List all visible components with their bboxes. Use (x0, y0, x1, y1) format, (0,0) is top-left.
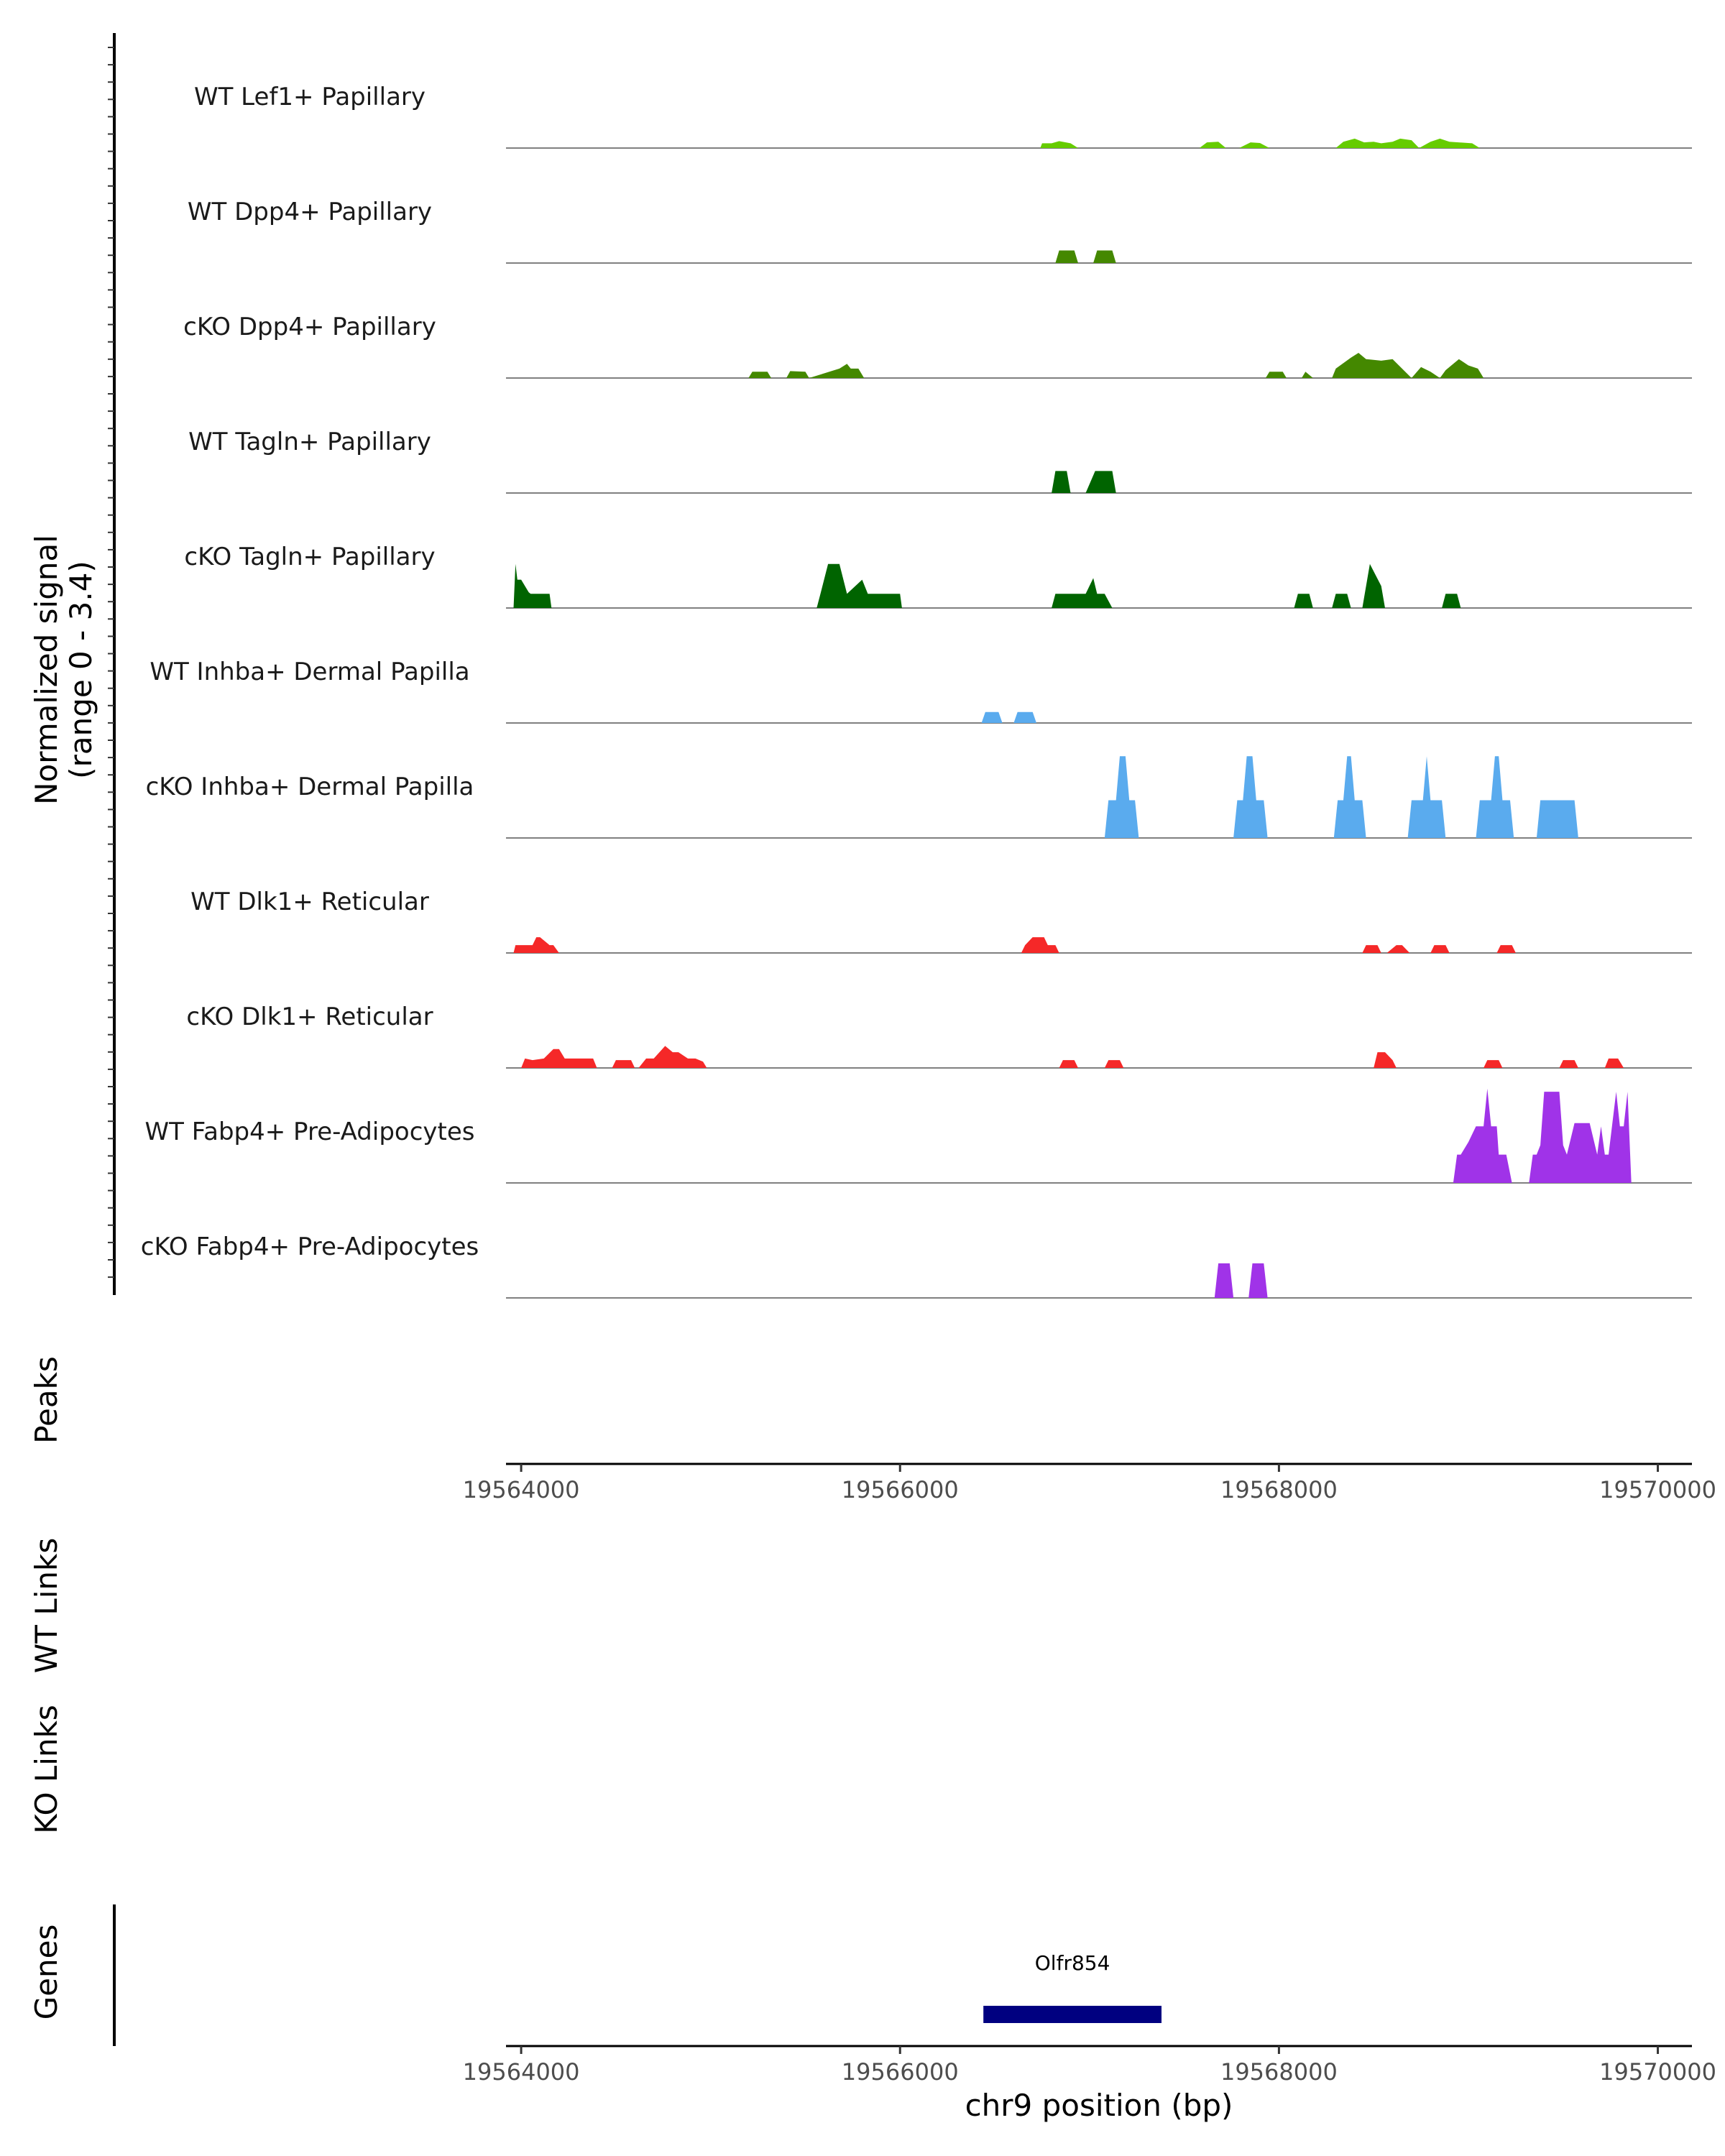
ko-links-panel-title: KO Links (29, 1705, 64, 1834)
track-4: cKO Tagln+ Papillary (184, 543, 1692, 609)
track-label: WT Dlk1+ Reticular (190, 888, 429, 916)
track-signal-area (513, 563, 1461, 608)
genes-track: Olfr854 (983, 1951, 1162, 2023)
x-axis-title: chr9 position (bp) (965, 2088, 1233, 2123)
peaks-x-axis: 19564000 19566000 19568000 19570000 (463, 1462, 1716, 1503)
genes-x-axis-tick-label: 19568000 (1220, 2058, 1338, 2086)
track-signal-area (1453, 1088, 1632, 1183)
track-5: WT Inhba+ Dermal Papilla (150, 658, 1692, 724)
genes-panel-title: Genes (29, 1925, 64, 2020)
peaks-panel-title: Peaks (29, 1356, 64, 1444)
track-10: cKO Fabp4+ Pre-Adipocytes (141, 1233, 1692, 1299)
track-3: WT Tagln+ Papillary (188, 428, 1692, 494)
track-signal-area (981, 711, 1036, 723)
track-6: cKO Inhba+ Dermal Papilla (146, 756, 1692, 839)
track-signal-area (1055, 250, 1116, 263)
peaks-x-axis-tick-label: 19566000 (842, 1476, 959, 1503)
y-axis-title-line1: Normalized signal (29, 535, 64, 805)
track-9: WT Fabp4+ Pre-Adipocytes (145, 1088, 1692, 1184)
track-1: WT Dpp4+ Papillary (188, 198, 1692, 264)
track-8: cKO Dlk1+ Reticular (186, 1003, 1692, 1069)
signal-y-axis-ticks (108, 47, 114, 1279)
track-label: WT Dpp4+ Papillary (188, 198, 432, 226)
genes-x-axis-tick-label: 19566000 (842, 2058, 959, 2086)
track-signal-area (521, 1046, 1624, 1068)
track-signal-area (1214, 1263, 1268, 1298)
wt-links-panel-title: WT Links (29, 1538, 64, 1673)
track-label: cKO Dpp4+ Papillary (183, 313, 436, 341)
track-2: cKO Dpp4+ Papillary (183, 313, 1692, 379)
track-7: WT Dlk1+ Reticular (190, 888, 1692, 954)
track-label: cKO Inhba+ Dermal Papilla (146, 773, 474, 801)
peaks-x-axis-tick-label: 19564000 (463, 1476, 580, 1503)
track-0: WT Lef1+ Papillary (194, 83, 1692, 149)
peaks-x-axis-tick-label: 19570000 (1599, 1476, 1716, 1503)
gene-body (983, 2006, 1162, 2023)
track-label: WT Tagln+ Papillary (188, 428, 431, 456)
track-label: cKO Tagln+ Papillary (184, 543, 435, 571)
genes-x-axis-ticks: 19564000 19566000 19568000 19570000 (463, 2046, 1716, 2086)
track-signal-area (748, 353, 1484, 378)
track-label: cKO Fabp4+ Pre-Adipocytes (141, 1233, 479, 1261)
signal-tracks: WT Lef1+ Papillary WT Dpp4+ Papillary cKO … (141, 83, 1692, 1299)
y-axis-title-line2: (range 0 - 3.4) (63, 561, 98, 779)
track-signal-area (513, 937, 1516, 953)
gene-label: Olfr854 (1035, 1951, 1110, 1975)
genes-x-axis-tick-label: 19564000 (463, 2058, 580, 2086)
genes-x-axis: 19564000 19566000 19568000 19570000 (463, 2045, 1716, 2086)
track-signal-area (1040, 138, 1480, 148)
track-label: cKO Dlk1+ Reticular (186, 1003, 433, 1031)
track-signal-area (1052, 471, 1116, 493)
genes-x-axis-tick-label: 19570000 (1599, 2058, 1716, 2086)
peaks-x-axis-ticks: 19564000 19566000 19568000 19570000 (463, 1464, 1716, 1503)
track-label: WT Fabp4+ Pre-Adipocytes (145, 1118, 475, 1146)
track-signal-area (1104, 756, 1578, 838)
track-label: WT Inhba+ Dermal Papilla (150, 658, 469, 686)
peaks-x-axis-tick-label: 19568000 (1220, 1476, 1338, 1503)
track-label: WT Lef1+ Papillary (194, 83, 426, 111)
